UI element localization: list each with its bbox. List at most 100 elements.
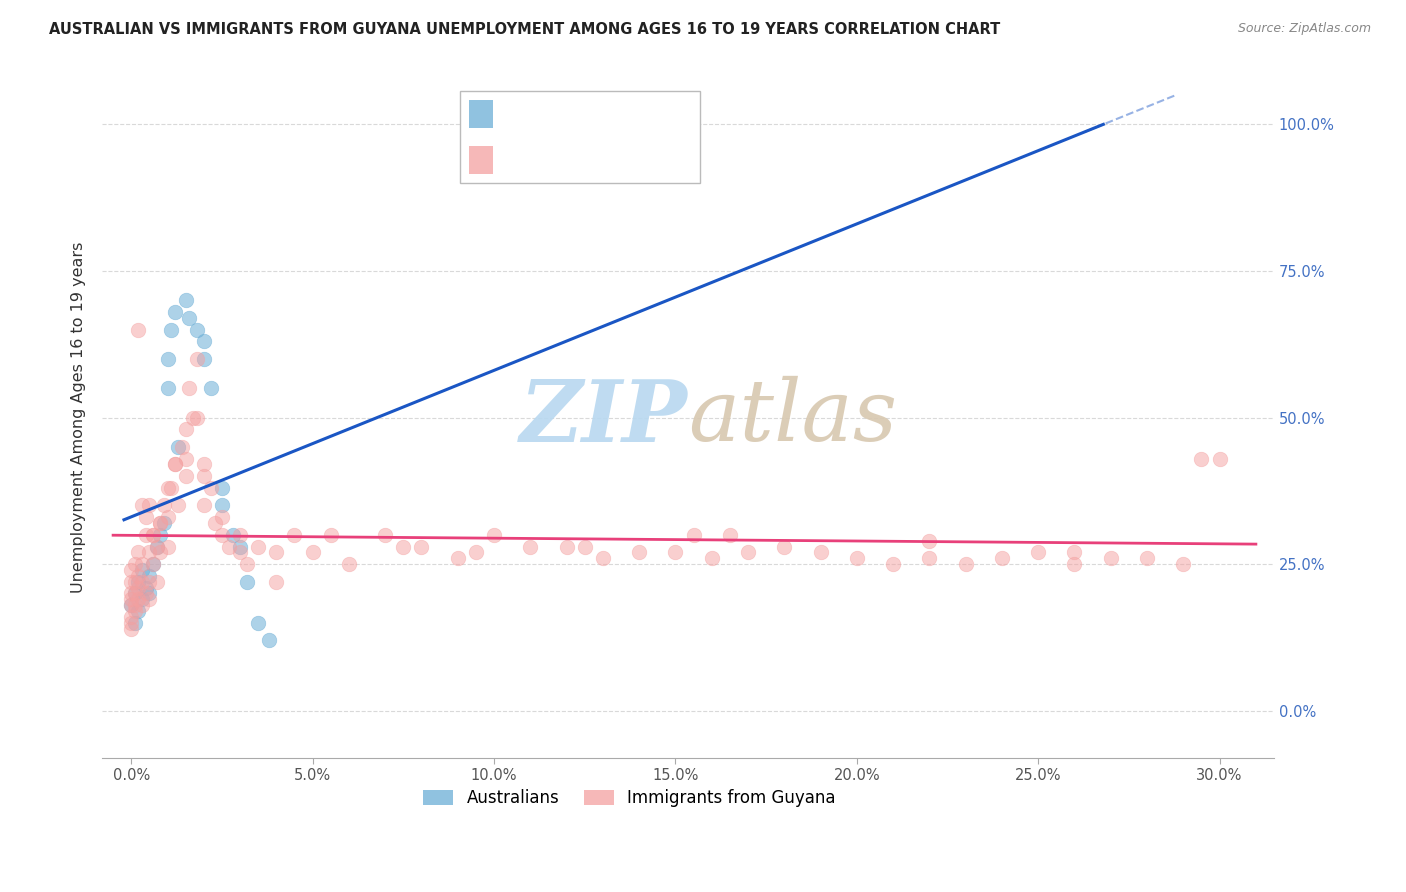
Point [1173, 557, 1195, 571]
Point [142, 528, 165, 542]
Point [574, 540, 596, 554]
Point [1026, 545, 1049, 559]
Point [124, 557, 146, 571]
Point [200, 381, 222, 395]
Point [955, 557, 977, 571]
Point [131, 563, 153, 577]
Point [222, 528, 245, 542]
Point [120, 598, 142, 612]
Point [156, 381, 179, 395]
Point [319, 528, 342, 542]
Point [160, 481, 183, 495]
Point [163, 458, 186, 472]
Point [131, 574, 153, 589]
Point [128, 574, 150, 589]
Point [392, 540, 415, 554]
Point [810, 545, 832, 559]
Point [128, 545, 150, 559]
Point [120, 574, 142, 589]
Point [204, 516, 226, 530]
Point [592, 551, 614, 566]
Point [628, 545, 651, 559]
Point [283, 528, 305, 542]
Point [845, 551, 868, 566]
Point [174, 422, 197, 436]
Point [135, 586, 157, 600]
Text: atlas: atlas [688, 376, 897, 458]
Point [682, 528, 704, 542]
Point [153, 516, 176, 530]
Point [301, 545, 323, 559]
Point [138, 574, 160, 589]
Point [519, 540, 541, 554]
Point [193, 351, 215, 366]
Point [120, 610, 142, 624]
Point [138, 586, 160, 600]
Point [124, 586, 146, 600]
Point [138, 545, 160, 559]
Text: ZIP: ZIP [520, 376, 688, 459]
Point [211, 481, 233, 495]
Point [773, 540, 796, 554]
Point [337, 557, 360, 571]
Point [135, 528, 157, 542]
Point [149, 528, 172, 542]
Point [991, 551, 1014, 566]
Point [156, 481, 179, 495]
Point [193, 334, 215, 349]
Point [918, 551, 941, 566]
Point [718, 528, 741, 542]
Point [124, 598, 146, 612]
Point [124, 574, 146, 589]
Point [156, 351, 179, 366]
Point [186, 410, 208, 425]
Point [167, 499, 190, 513]
Point [174, 451, 197, 466]
Point [229, 545, 252, 559]
Point [482, 528, 505, 542]
Point [247, 540, 270, 554]
Legend: Australians, Immigrants from Guyana: Australians, Immigrants from Guyana [416, 782, 842, 814]
Text: Source: ZipAtlas.com: Source: ZipAtlas.com [1237, 22, 1371, 36]
Point [138, 569, 160, 583]
Point [193, 499, 215, 513]
Point [1208, 451, 1230, 466]
Point [211, 510, 233, 524]
Point [218, 540, 240, 554]
Point [128, 592, 150, 607]
Point [1063, 557, 1085, 571]
Point [664, 545, 686, 559]
Point [124, 586, 146, 600]
Point [257, 633, 280, 648]
Point [236, 574, 259, 589]
Point [200, 481, 222, 495]
Point [156, 510, 179, 524]
Point [1136, 551, 1159, 566]
Point [124, 615, 146, 630]
Point [142, 557, 165, 571]
Point [138, 499, 160, 513]
Point [145, 540, 167, 554]
Point [447, 551, 470, 566]
Point [1191, 451, 1213, 466]
Point [128, 581, 150, 595]
Point [145, 540, 167, 554]
Point [229, 528, 252, 542]
Point [128, 604, 150, 618]
Point [737, 545, 759, 559]
Point [135, 581, 157, 595]
Point [193, 458, 215, 472]
Point [266, 574, 288, 589]
Point [170, 440, 193, 454]
Point [555, 540, 578, 554]
Point [193, 469, 215, 483]
Point [142, 557, 165, 571]
Point [131, 557, 153, 571]
Point [464, 545, 486, 559]
Point [174, 293, 197, 308]
Point [1063, 545, 1085, 559]
Point [163, 458, 186, 472]
Point [179, 381, 201, 395]
Point [163, 305, 186, 319]
Point [120, 563, 142, 577]
